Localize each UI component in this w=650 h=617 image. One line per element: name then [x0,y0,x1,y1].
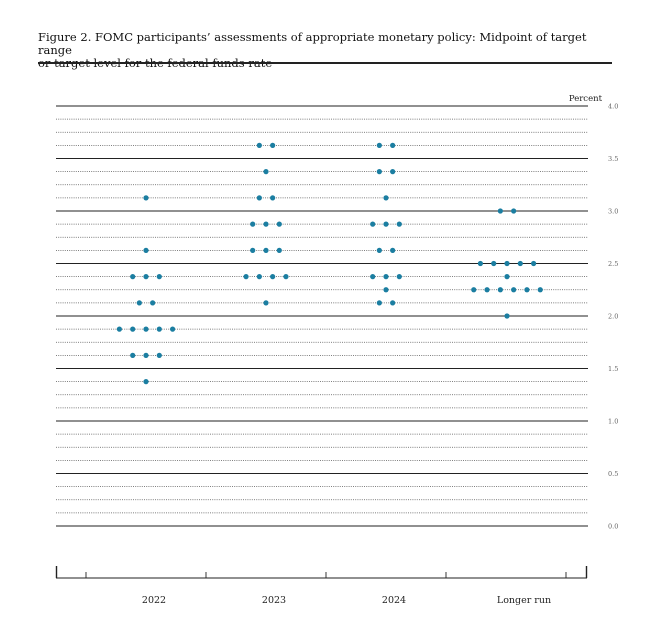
title-rule [38,62,612,64]
data-dot [491,260,497,267]
data-dot [524,287,530,293]
data-dot [143,195,149,201]
data-dot [390,169,396,175]
data-dot [383,195,389,201]
data-dot [376,142,382,148]
data-dot [143,274,149,280]
data-dot [396,274,402,280]
data-dot [370,221,376,227]
data-dot [504,274,510,280]
data-dot [504,260,510,267]
data-dot [537,287,543,293]
dots [116,142,543,385]
y-axis-label: Percent [569,94,603,104]
data-dot [484,287,490,293]
x-axis [55,566,588,579]
data-dot [156,274,162,280]
data-dot [130,326,136,332]
data-dot [143,379,149,385]
data-dot [170,326,176,332]
x-tick-label: Longer run [497,595,551,606]
data-dot [497,287,503,293]
y-tick-label: 0.5 [608,470,618,478]
data-dot [497,208,503,214]
data-dot [376,300,382,306]
data-dot [143,247,149,253]
data-dot [130,274,136,280]
data-dot [376,247,382,253]
data-dot [263,221,269,227]
data-dot [250,247,256,253]
data-dot [396,221,402,227]
data-dot [390,142,396,148]
data-dot [116,326,122,332]
data-dot [376,169,382,175]
y-tick-label: 2.0 [608,313,618,321]
data-dot [276,221,282,227]
data-dot [477,260,483,267]
data-dot [511,208,517,214]
data-dot [511,287,517,293]
data-dot [283,274,289,280]
data-dot [270,274,276,280]
data-dot [156,352,162,358]
x-tick-label: 2022 [142,595,166,606]
y-tick-label: 2.5 [608,260,618,268]
y-tick-label: 1.5 [608,365,618,373]
data-dot [370,274,376,280]
x-tick-label: 2024 [382,595,406,606]
data-dot [270,195,276,201]
data-dot [250,221,256,227]
data-dot [504,313,510,319]
data-dot [256,142,262,148]
data-dot [263,247,269,253]
data-dot [276,247,282,253]
x-tick-labels: 2022 2023 2024 Longer run [142,595,551,606]
data-dot [390,247,396,253]
chart-title-line-1: Figure 2. FOMC participants’ assessments… [38,30,587,57]
data-dot [256,274,262,280]
y-tick-labels: 0.0 0.5 1.0 1.5 2.0 2.5 3.0 3.5 4.0 [608,103,618,531]
data-dot [531,260,537,267]
data-dot [243,274,249,280]
y-tick-label: 3.0 [608,208,618,216]
x-tick-label: 2023 [262,595,286,606]
data-dot [471,287,477,293]
data-dot [256,195,262,201]
data-dot [383,287,389,293]
data-dot [143,352,149,358]
data-dot [136,300,142,306]
data-dot [517,260,523,267]
data-dot [143,326,149,332]
y-tick-label: 1.0 [608,418,618,426]
data-dot [383,221,389,227]
y-tick-label: 4.0 [608,103,618,111]
data-dot [270,142,276,148]
data-dot [383,274,389,280]
data-dot [263,169,269,175]
data-dot [263,300,269,306]
data-dot [156,326,162,332]
data-dot [390,300,396,306]
y-tick-label: 3.5 [608,155,618,163]
y-tick-label: 0.0 [608,523,618,531]
data-dot [130,352,136,358]
data-dot [150,300,156,306]
